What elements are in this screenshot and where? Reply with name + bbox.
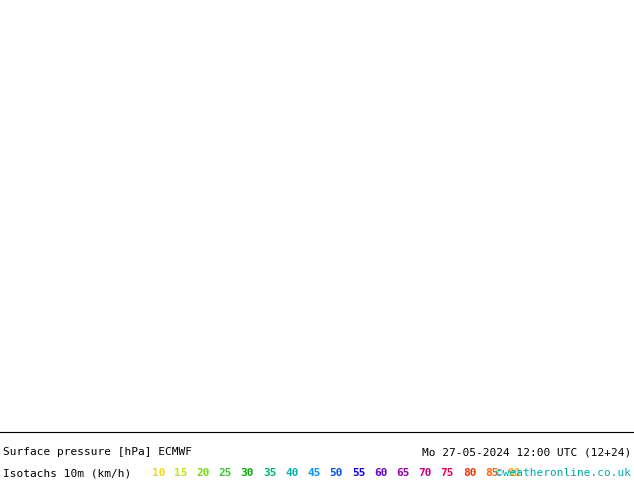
Text: 85: 85	[485, 468, 498, 478]
Text: 90: 90	[507, 468, 521, 478]
Text: 15: 15	[174, 468, 188, 478]
Text: Mo 27-05-2024 12:00 UTC (12+24): Mo 27-05-2024 12:00 UTC (12+24)	[422, 447, 631, 457]
Text: 65: 65	[396, 468, 410, 478]
Text: 20: 20	[197, 468, 210, 478]
Text: ©weatheronline.co.uk: ©weatheronline.co.uk	[496, 468, 631, 478]
Text: 75: 75	[441, 468, 454, 478]
Text: 70: 70	[418, 468, 432, 478]
Text: 30: 30	[241, 468, 254, 478]
Text: 60: 60	[374, 468, 387, 478]
Text: Isotachs 10m (km/h): Isotachs 10m (km/h)	[3, 468, 131, 478]
Text: 45: 45	[307, 468, 321, 478]
Text: 80: 80	[463, 468, 476, 478]
Text: 25: 25	[219, 468, 232, 478]
Text: Surface pressure [hPa] ECMWF: Surface pressure [hPa] ECMWF	[3, 447, 192, 457]
Text: 10: 10	[152, 468, 165, 478]
Text: 55: 55	[352, 468, 365, 478]
Text: 40: 40	[285, 468, 299, 478]
Text: 50: 50	[330, 468, 343, 478]
Text: 35: 35	[263, 468, 276, 478]
